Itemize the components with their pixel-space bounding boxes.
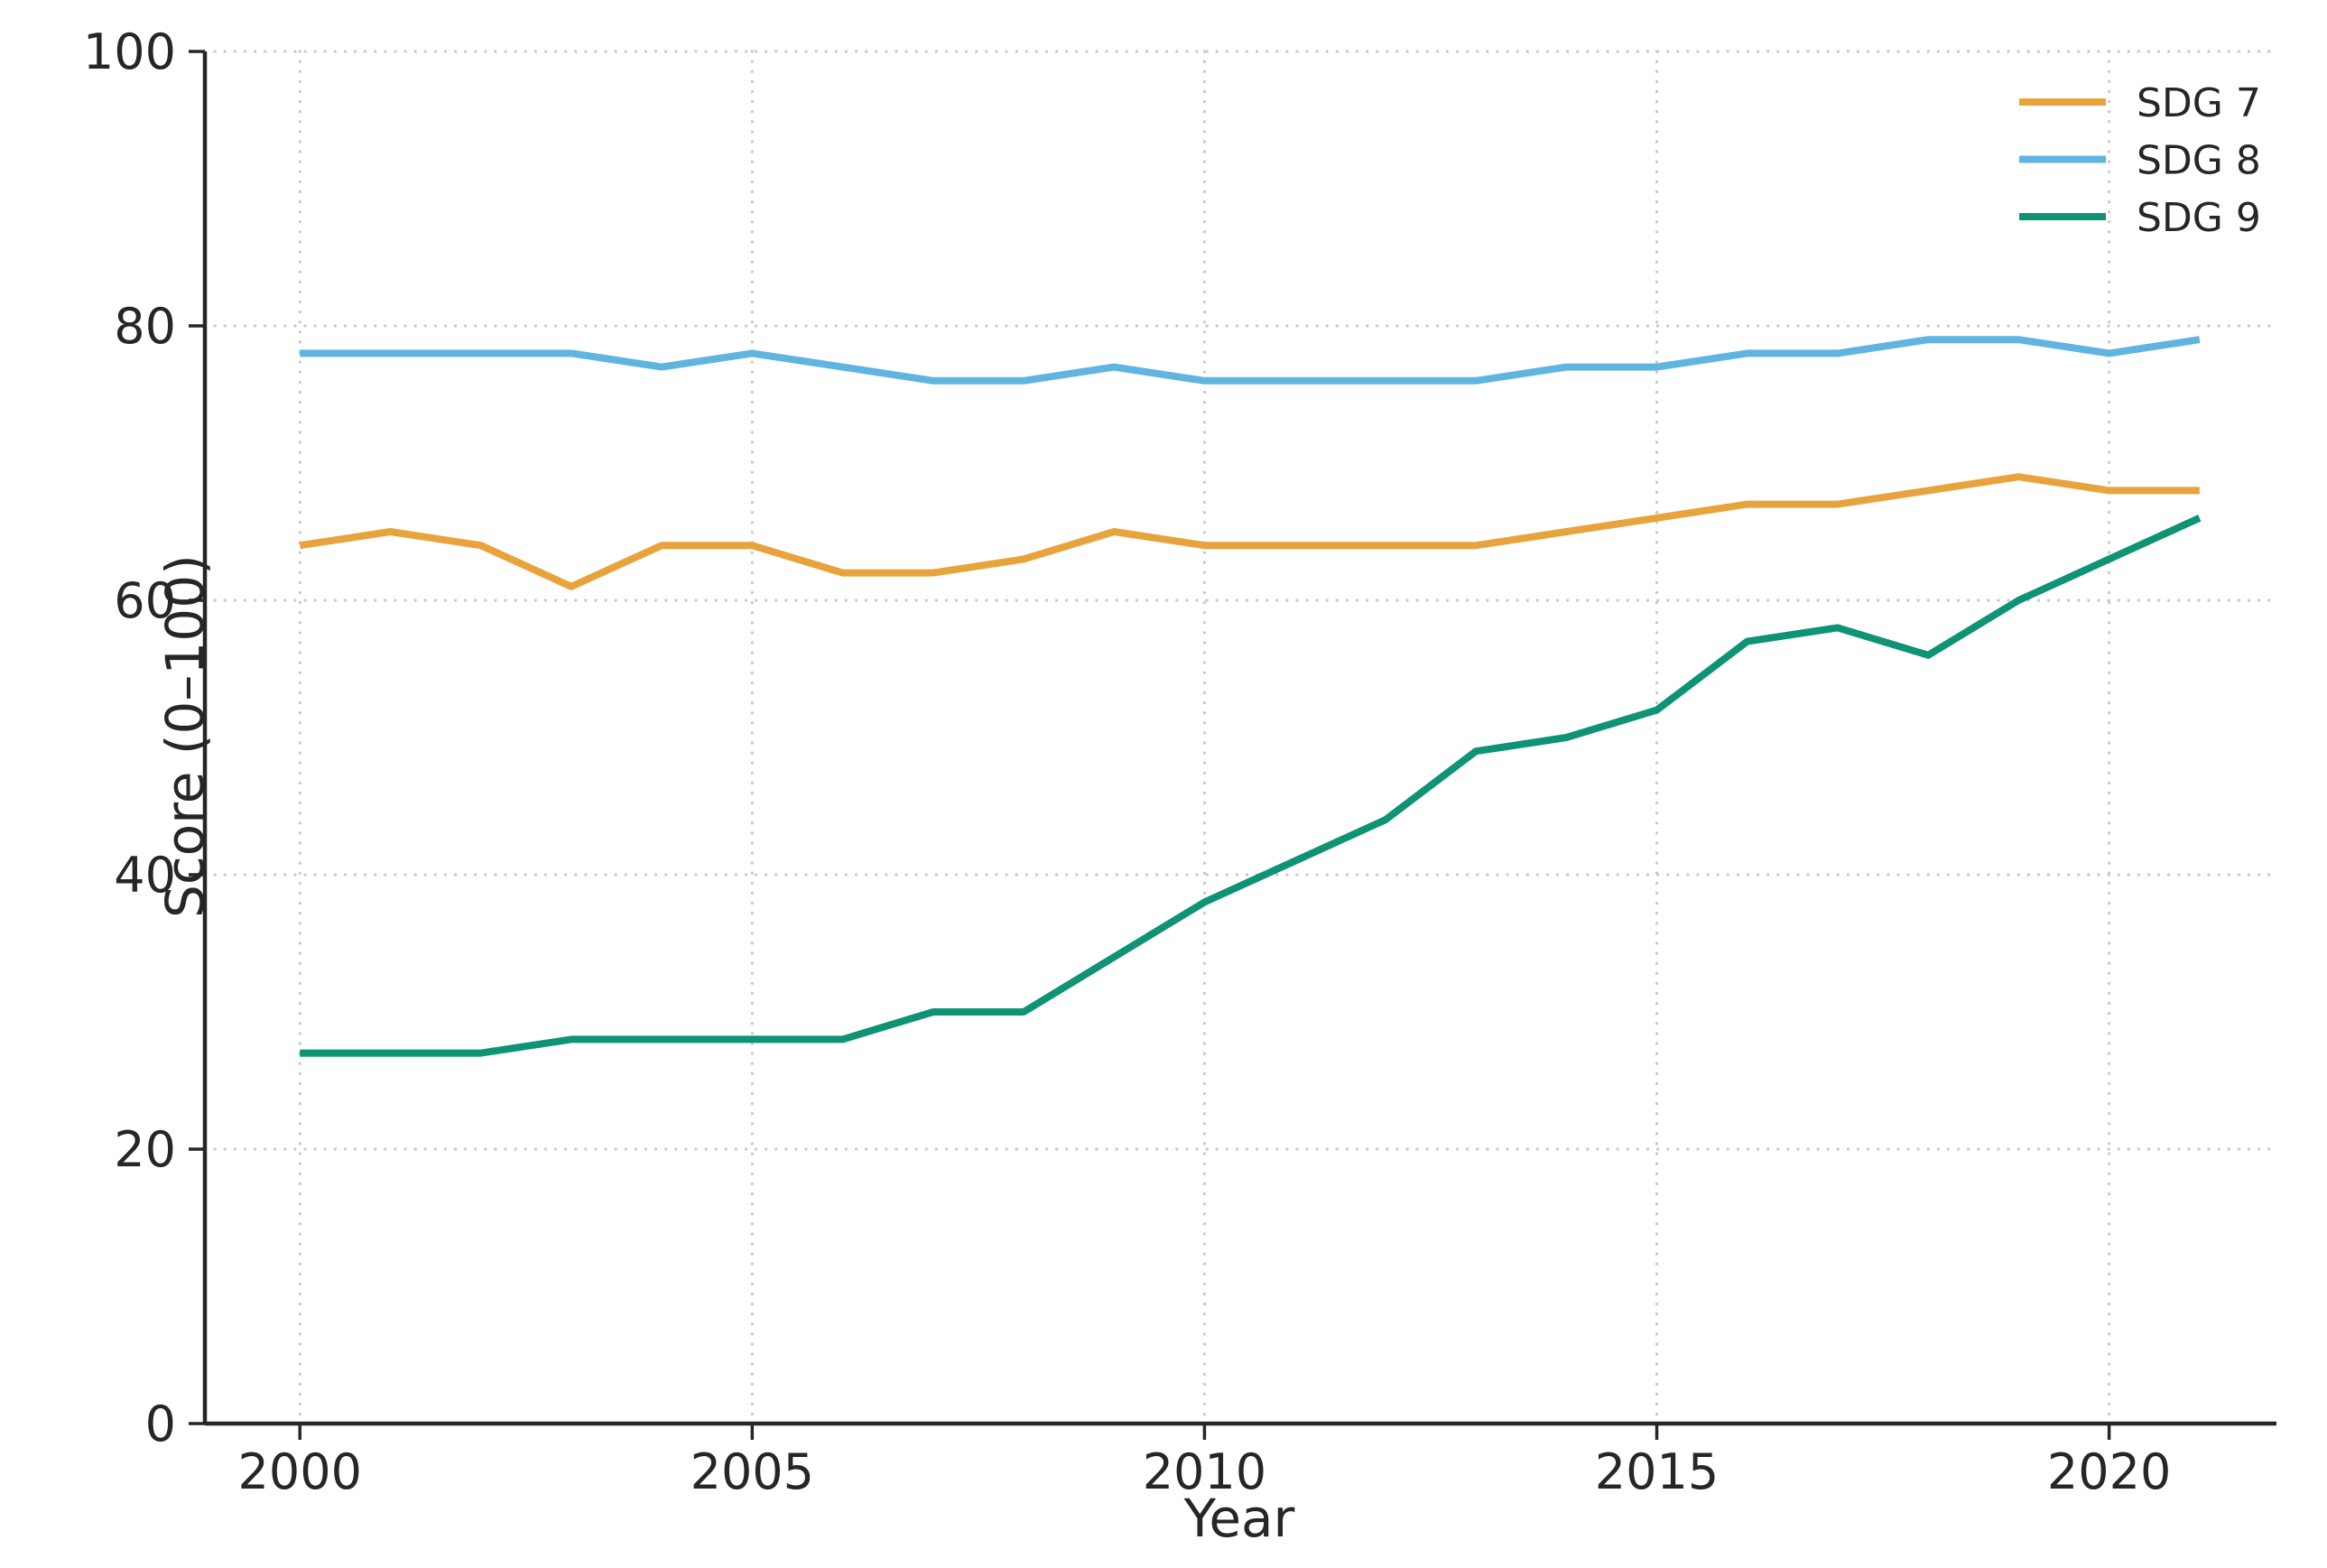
- y-tick-label: 60: [114, 572, 176, 629]
- legend-label: SDG 9: [2137, 195, 2261, 241]
- x-tick-label: 2005: [691, 1443, 814, 1500]
- series-line-sdg-7: [299, 473, 2200, 590]
- x-tick-label: 2020: [2047, 1443, 2171, 1500]
- y-axis-label: Score (0–100): [154, 554, 216, 918]
- y-tick-label: 40: [114, 847, 176, 904]
- y-tick-label: 20: [114, 1121, 176, 1178]
- y-tick-label: 80: [114, 298, 176, 355]
- legend-label: SDG 8: [2137, 138, 2261, 184]
- series-line-sdg-8: [300, 336, 2201, 385]
- legend-label: SDG 7: [2137, 80, 2261, 126]
- series-line-sdg-9: [300, 515, 2202, 1057]
- y-tick-label: 0: [145, 1396, 176, 1452]
- x-tick-label: 2015: [1595, 1443, 1719, 1500]
- x-tick-label: 2010: [1143, 1443, 1266, 1500]
- y-tick-label: 100: [83, 23, 176, 80]
- x-axis-label: Year: [1183, 1488, 1295, 1549]
- x-tick-label: 2000: [238, 1443, 362, 1500]
